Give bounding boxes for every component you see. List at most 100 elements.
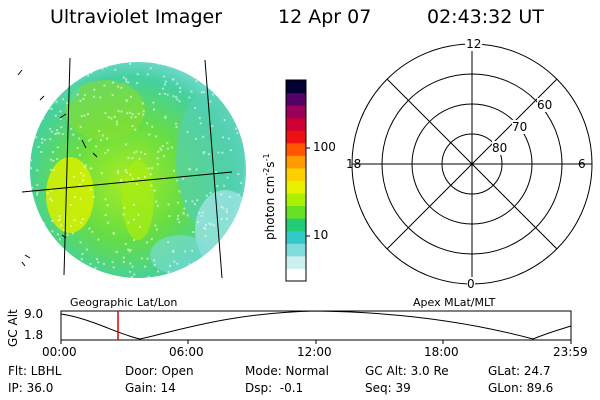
speckle-dot xyxy=(102,134,105,137)
speckle-dot xyxy=(153,189,156,192)
speckle-dot xyxy=(131,157,134,160)
speckle-dot xyxy=(137,177,140,179)
speckle-dot xyxy=(146,73,149,76)
status-door: Door: Open xyxy=(125,364,194,378)
speckle-dot xyxy=(169,264,171,267)
speckle-dot xyxy=(47,262,50,265)
app-title: Ultraviolet Imager xyxy=(50,6,223,28)
speckle-dot xyxy=(198,117,201,120)
speckle-dot xyxy=(97,261,100,264)
speckle-dot xyxy=(112,81,115,84)
speckle-dot xyxy=(76,147,79,149)
speckle-dot xyxy=(126,112,129,115)
speckle-dot xyxy=(211,82,214,85)
speckle-dot xyxy=(78,137,81,140)
colorbar-cell xyxy=(286,155,306,169)
speckle-dot xyxy=(208,222,211,225)
speckle-dot xyxy=(56,256,58,259)
colorbar-tick-100: 100 xyxy=(313,140,336,154)
speckle-dot xyxy=(226,176,229,179)
speckle-dot xyxy=(237,250,240,253)
speckle-dot xyxy=(200,91,203,94)
speckle-dot xyxy=(157,62,160,65)
speckle-dot xyxy=(124,143,127,146)
speckle-dot xyxy=(71,232,74,235)
speckle-dot xyxy=(202,152,205,155)
speckle-dot xyxy=(93,88,96,91)
speckle-dot xyxy=(120,110,123,113)
speckle-dot xyxy=(50,107,53,110)
speckle-dot xyxy=(122,256,125,259)
speckle-dot xyxy=(80,258,83,261)
speckle-dot xyxy=(194,107,197,110)
speckle-dot xyxy=(129,111,132,114)
speckle-dot xyxy=(177,214,180,217)
colorbar-cell xyxy=(286,230,306,244)
speckle-dot xyxy=(44,89,47,91)
speckle-dot xyxy=(215,271,218,274)
speckle-dot xyxy=(221,151,224,154)
speckle-dot xyxy=(177,201,180,204)
speckle-dot xyxy=(153,108,155,111)
speckle-dot xyxy=(240,79,243,82)
speckle-dot xyxy=(151,125,154,128)
gc-alt-ytick-top: 9.0 xyxy=(24,307,44,321)
colorbar-cell xyxy=(286,268,306,282)
speckle-dot xyxy=(148,133,151,136)
geo-panel-label: Geographic Lat/Lon xyxy=(70,296,178,309)
speckle-dot xyxy=(39,232,42,235)
colorbar-unit-label: photon cm-2s-1 xyxy=(262,153,277,240)
speckle-dot xyxy=(120,180,123,183)
speckle-dot xyxy=(110,117,113,120)
speckle-dot xyxy=(35,107,38,110)
speckle-dot xyxy=(162,87,164,90)
speckle-dot xyxy=(30,167,32,170)
speckle-dot xyxy=(115,250,118,253)
speckle-dot xyxy=(230,247,233,250)
speckle-dot xyxy=(79,241,82,244)
gc-alt-xtick: 12:00 xyxy=(297,345,332,359)
speckle-dot xyxy=(81,253,84,255)
speckle-dot xyxy=(50,130,53,133)
speckle-dot xyxy=(199,122,202,125)
colorbar-cell xyxy=(286,92,306,106)
speckle-dot xyxy=(198,211,201,214)
speckle-dot xyxy=(217,151,220,154)
speckle-dot xyxy=(213,224,216,227)
speckle-dot xyxy=(122,76,125,79)
speckle-dot xyxy=(49,276,52,278)
speckle-dot xyxy=(130,275,133,278)
speckle-dot xyxy=(58,238,61,241)
speckle-dot xyxy=(188,96,191,99)
speckle-dot xyxy=(49,158,52,161)
speckle-dot xyxy=(90,72,93,74)
speckle-dot xyxy=(209,100,212,103)
status-glon: GLon: 89.6 xyxy=(488,381,554,395)
speckle-dot xyxy=(143,175,146,178)
speckle-dot xyxy=(105,65,108,68)
speckle-dot xyxy=(186,131,189,134)
speckle-dot xyxy=(87,268,90,271)
speckle-dot xyxy=(50,199,53,202)
speckle-dot xyxy=(147,275,150,278)
speckle-dot xyxy=(146,122,148,125)
speckle-dot xyxy=(49,138,52,141)
colorbar-cell xyxy=(286,255,306,269)
speckle-dot xyxy=(98,66,100,69)
speckle-dot xyxy=(159,147,162,150)
speckle-dot xyxy=(163,92,166,95)
speckle-dot xyxy=(235,225,238,228)
speckle-dot xyxy=(240,181,243,184)
speckle-dot xyxy=(208,76,211,79)
mlt-label-18: 18 xyxy=(346,157,362,171)
speckle-dot xyxy=(236,102,239,105)
speckle-dot xyxy=(129,270,131,273)
speckle-dot xyxy=(129,62,131,65)
speckle-dot xyxy=(129,249,132,251)
speckle-dot xyxy=(92,195,95,198)
speckle-dot xyxy=(69,204,72,206)
speckle-dot xyxy=(178,100,181,103)
speckle-dot xyxy=(48,92,51,95)
speckle-dot xyxy=(182,177,185,180)
speckle-dot xyxy=(147,167,150,170)
